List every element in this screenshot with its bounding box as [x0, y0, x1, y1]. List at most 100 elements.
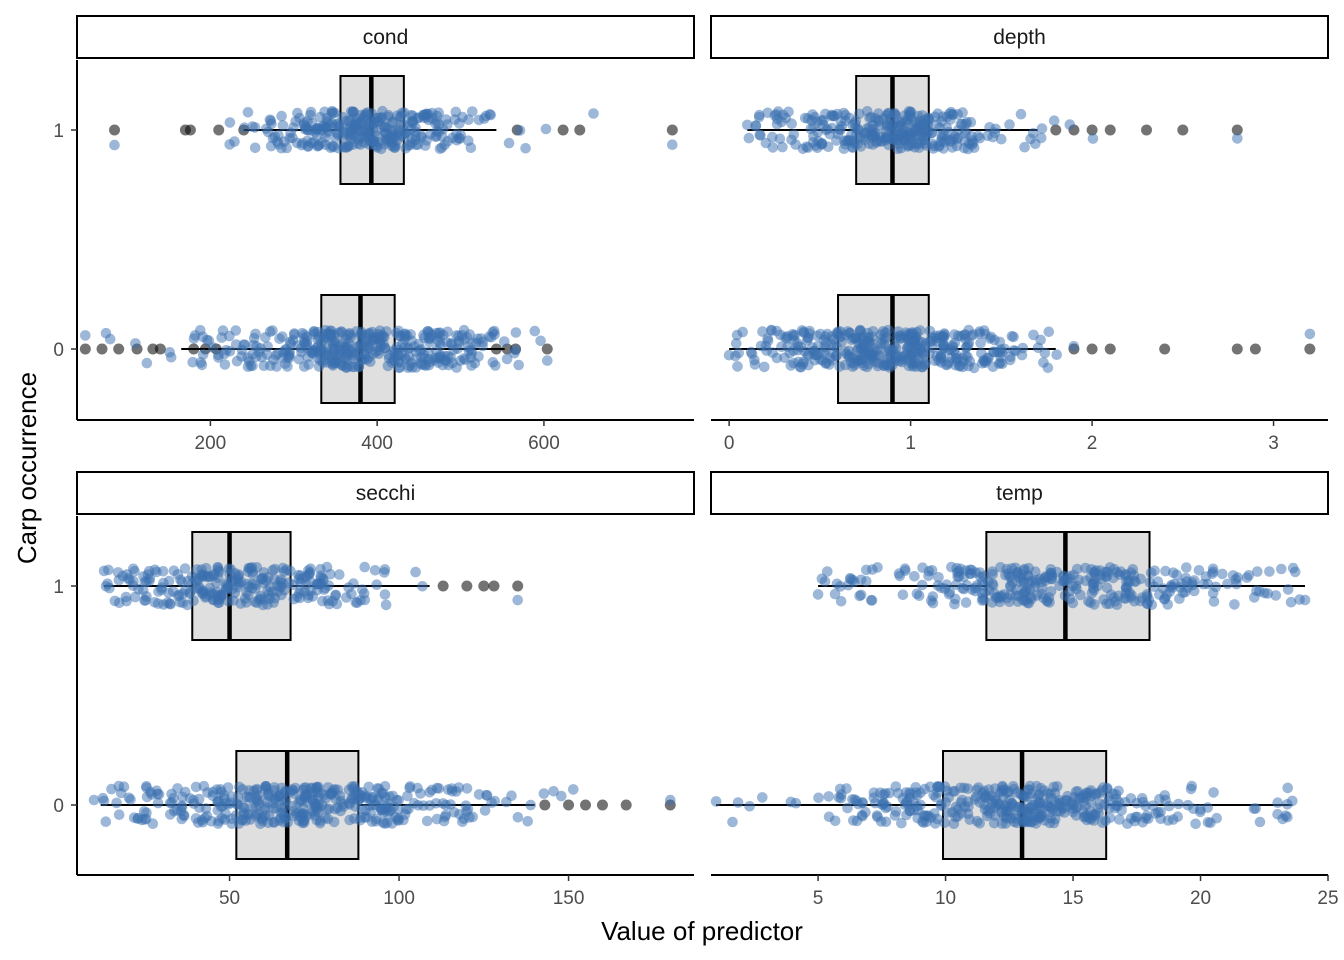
data-point [401, 804, 412, 815]
data-point [1011, 817, 1023, 829]
data-point [821, 337, 832, 348]
strip-label-cond: cond [363, 26, 409, 49]
data-point [473, 789, 485, 800]
data-point [236, 344, 248, 356]
data-point [347, 106, 359, 118]
outlier-point [1159, 343, 1171, 355]
data-point [121, 595, 132, 607]
data-point [247, 121, 258, 132]
strip-cond [76, 15, 695, 59]
data-point [1008, 781, 1019, 792]
data-point [369, 565, 381, 576]
data-point [375, 112, 387, 123]
data-point [305, 563, 316, 574]
data-point [265, 140, 277, 152]
data-point [503, 137, 515, 149]
data-point [1035, 334, 1046, 346]
data-point [393, 124, 404, 136]
data-point [136, 814, 148, 826]
data-point [224, 117, 236, 128]
data-point [750, 120, 762, 131]
data-point [859, 349, 871, 361]
data-point [1248, 803, 1260, 814]
data-point [379, 589, 391, 600]
data-point [344, 799, 356, 810]
strip-label-temp: temp [996, 482, 1043, 505]
data-point [144, 573, 156, 584]
data-point [976, 595, 988, 606]
data-point [187, 356, 198, 368]
points-secchi-0 [88, 780, 676, 830]
data-point [213, 795, 224, 807]
data-point [1141, 810, 1153, 821]
data-point [328, 348, 340, 359]
data-point [242, 566, 254, 577]
data-point [344, 328, 355, 339]
data-point [197, 570, 208, 581]
data-point [485, 109, 497, 121]
data-point [463, 135, 474, 146]
x-tick-label: 5 [813, 888, 824, 909]
x-tick-label: 150 [553, 888, 585, 909]
data-point [269, 816, 280, 828]
data-point [296, 139, 308, 151]
data-point [548, 786, 559, 797]
data-point [152, 598, 164, 609]
data-point [277, 120, 289, 131]
y-tick-label: 0 [53, 340, 64, 361]
data-point [1182, 582, 1193, 593]
data-point [278, 816, 289, 828]
data-point [327, 360, 339, 371]
data-point [819, 576, 831, 587]
data-point [863, 138, 875, 149]
data-point [766, 325, 777, 336]
data-point [911, 361, 922, 372]
data-point [164, 347, 175, 358]
data-point [1287, 562, 1299, 574]
data-point [933, 781, 945, 792]
data-point [285, 127, 296, 138]
data-point [461, 806, 472, 817]
data-point [935, 357, 947, 368]
data-point [1168, 567, 1179, 578]
data-point [348, 578, 359, 589]
data-point [790, 797, 802, 809]
data-point [231, 355, 243, 367]
data-point [861, 576, 872, 587]
data-point [334, 569, 345, 580]
data-point [296, 343, 307, 354]
data-point [1114, 814, 1125, 825]
data-point [252, 790, 264, 801]
data-point [129, 566, 140, 577]
data-point [1042, 800, 1054, 812]
data-point [277, 578, 289, 589]
data-point [1222, 578, 1233, 590]
data-point [829, 815, 841, 827]
data-point [1125, 793, 1137, 804]
outlier-point [596, 799, 608, 811]
panel-temp: temp 5 10 15 20 25 [710, 471, 1339, 909]
data-point [749, 354, 760, 366]
y-tick-label: 1 [53, 121, 64, 142]
data-point [893, 326, 904, 337]
y-axis-title: Carp occurrence [12, 372, 42, 564]
data-point [771, 352, 783, 364]
data-point [204, 582, 216, 594]
data-point [267, 325, 278, 336]
data-point [445, 799, 456, 810]
data-point [1136, 592, 1148, 603]
data-point [1048, 115, 1060, 126]
data-point [462, 341, 474, 353]
data-point [341, 592, 352, 603]
data-point [213, 349, 224, 361]
data-point [343, 140, 354, 152]
data-point [1000, 800, 1011, 811]
data-point [1004, 119, 1015, 130]
data-point [510, 344, 521, 356]
data-point [737, 326, 748, 338]
data-point [1145, 567, 1157, 579]
data-point [406, 137, 418, 149]
data-point [957, 361, 969, 373]
data-point [417, 581, 428, 592]
panel-depth: depth 0 1 2 3 [710, 15, 1329, 454]
